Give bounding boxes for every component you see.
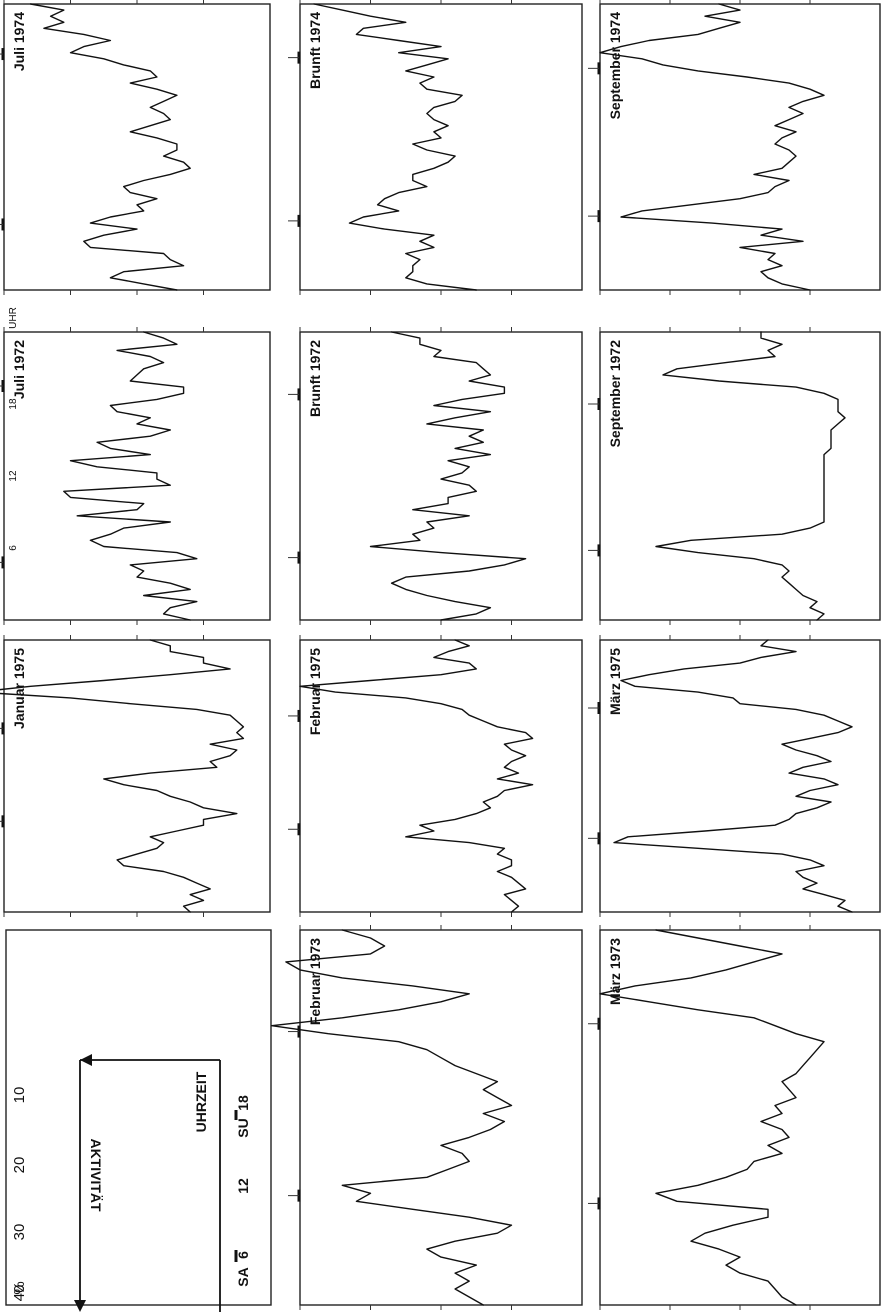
time-axis-label: UHRZEIT bbox=[193, 1071, 209, 1132]
activity-line bbox=[63, 331, 198, 621]
time-arrowhead bbox=[80, 1054, 92, 1066]
panel-frame bbox=[299, 639, 583, 913]
panel-brunft-1972: Brunft 1972 bbox=[288, 327, 583, 625]
panel-september-1972: September 1972 bbox=[588, 327, 881, 625]
legend-frame bbox=[5, 929, 272, 1306]
y-tick-label-20: 20 bbox=[11, 1157, 28, 1174]
activity-line bbox=[599, 929, 825, 1306]
panel-title: Juli 1974 bbox=[11, 12, 27, 71]
activity-line bbox=[29, 3, 191, 291]
panel-frame bbox=[599, 929, 881, 1306]
activity-line bbox=[613, 639, 853, 913]
activity-line bbox=[655, 331, 846, 621]
hour-tick-label: 6 bbox=[8, 545, 19, 551]
panel-september-1974: September 1974 bbox=[588, 0, 881, 295]
x-tick-label-6: 6 bbox=[235, 1251, 251, 1259]
panel-title: Juli 1972 bbox=[11, 340, 27, 399]
activity-line bbox=[369, 331, 527, 621]
panel-title: Februar 1973 bbox=[307, 938, 323, 1025]
activity-axis-label: AKTIVITÄT bbox=[88, 1138, 104, 1212]
activity-line bbox=[271, 929, 513, 1306]
panel-title: Februar 1975 bbox=[307, 648, 323, 735]
activity-line bbox=[599, 3, 825, 291]
panel-frame bbox=[299, 929, 583, 1306]
hour-tick-label: 12 bbox=[8, 470, 19, 482]
panel-juli-1974: Juli 1974 bbox=[0, 0, 271, 295]
sunset-label: SU bbox=[235, 1118, 251, 1137]
y-tick-label-10: 10 bbox=[11, 1087, 28, 1104]
panel-märz-1975: März 1975 bbox=[588, 635, 881, 917]
activity-line bbox=[0, 639, 245, 913]
y-tick-label-40: 40 bbox=[11, 1285, 28, 1302]
legend-panel: % 10 20 30 40 AKTIVITÄT UHRZEIT SA 6 12 … bbox=[5, 929, 272, 1312]
panel-title: März 1975 bbox=[607, 648, 623, 715]
hour-unit-label: UHR bbox=[8, 307, 19, 329]
panel-frame bbox=[3, 3, 271, 291]
panel-title: September 1972 bbox=[607, 340, 623, 448]
panel-märz-1973: März 1973 bbox=[588, 925, 881, 1310]
activity-arrowhead bbox=[74, 1300, 86, 1312]
x-tick-label-12: 12 bbox=[235, 1178, 251, 1194]
panel-januar-1975: Januar 1975 bbox=[0, 635, 271, 917]
panel-title: Januar 1975 bbox=[11, 648, 27, 729]
panel-juli-1972: Juli 1972 bbox=[0, 327, 271, 625]
panel-februar-1973: Februar 1973 bbox=[271, 925, 583, 1310]
panel-februar-1975: Februar 1975 bbox=[288, 635, 583, 917]
y-unit-label: % bbox=[11, 1281, 28, 1294]
panel-title: September 1974 bbox=[607, 12, 623, 120]
x-tick-label-18: 18 bbox=[235, 1095, 251, 1111]
panel-title: März 1973 bbox=[607, 938, 623, 1005]
activity-line bbox=[313, 3, 477, 291]
panel-frame bbox=[299, 331, 583, 621]
hour-tick-label: 18 bbox=[8, 398, 19, 410]
panel-title: Brunft 1972 bbox=[307, 340, 323, 417]
panel-frame bbox=[3, 639, 271, 913]
sunrise-label: SA bbox=[235, 1267, 251, 1286]
y-tick-label-30: 30 bbox=[11, 1224, 28, 1241]
panel-frame bbox=[599, 639, 881, 913]
panel-title: Brunft 1974 bbox=[307, 12, 323, 89]
panel-frame bbox=[599, 331, 881, 621]
activity-line bbox=[299, 639, 534, 913]
panel-brunft-1974: Brunft 1974 bbox=[288, 0, 583, 295]
